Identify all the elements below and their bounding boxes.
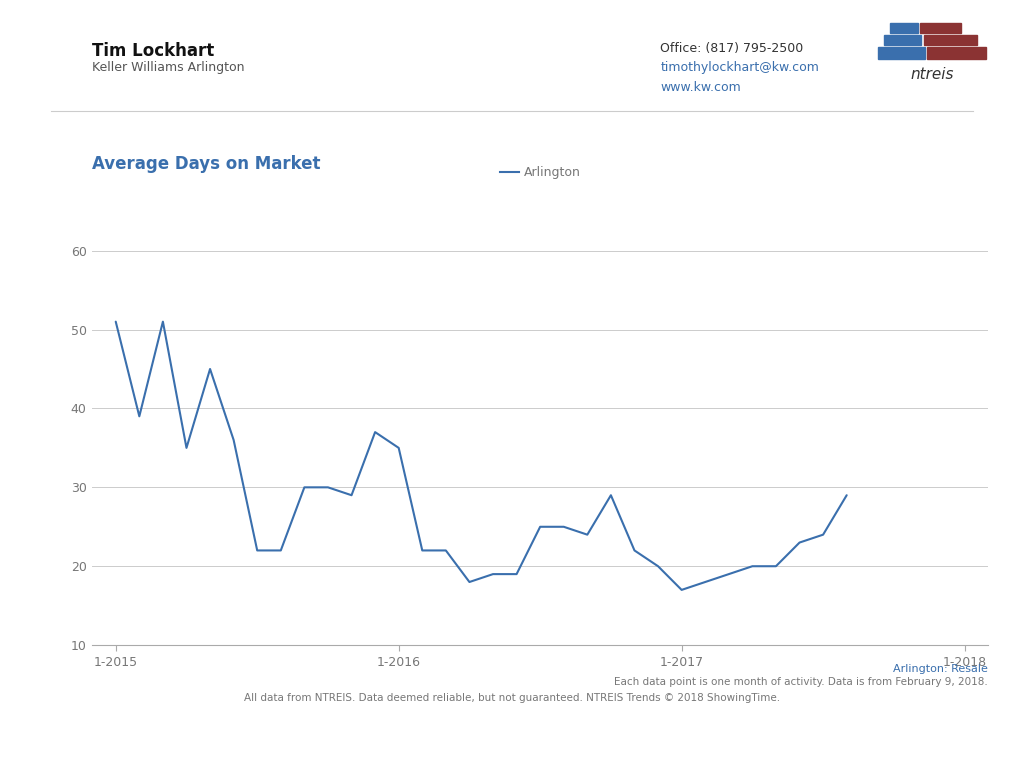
Bar (924, 35, 977, 45)
Legend: Arlington: Arlington (495, 161, 586, 184)
Text: timothylockhart@kw.com: timothylockhart@kw.com (660, 61, 819, 74)
Bar (878, 47, 925, 58)
Bar (928, 47, 986, 58)
Bar (921, 23, 962, 32)
Text: Arlington: Resale: Arlington: Resale (893, 664, 988, 674)
Text: Tim Lockhart: Tim Lockhart (92, 42, 214, 60)
Text: All data from NTREIS. Data deemed reliable, but not guaranteed. NTREIS Trends © : All data from NTREIS. Data deemed reliab… (244, 693, 780, 703)
Text: www.kw.com: www.kw.com (660, 81, 741, 94)
Text: Keller Williams Arlington: Keller Williams Arlington (92, 61, 245, 74)
Bar (890, 23, 918, 32)
Text: ntreis: ntreis (910, 68, 953, 82)
Bar (884, 35, 922, 45)
Text: Each data point is one month of activity. Data is from February 9, 2018.: Each data point is one month of activity… (614, 677, 988, 687)
Text: Average Days on Market: Average Days on Market (92, 155, 321, 173)
Text: Office: (817) 795-2500: Office: (817) 795-2500 (660, 42, 804, 55)
